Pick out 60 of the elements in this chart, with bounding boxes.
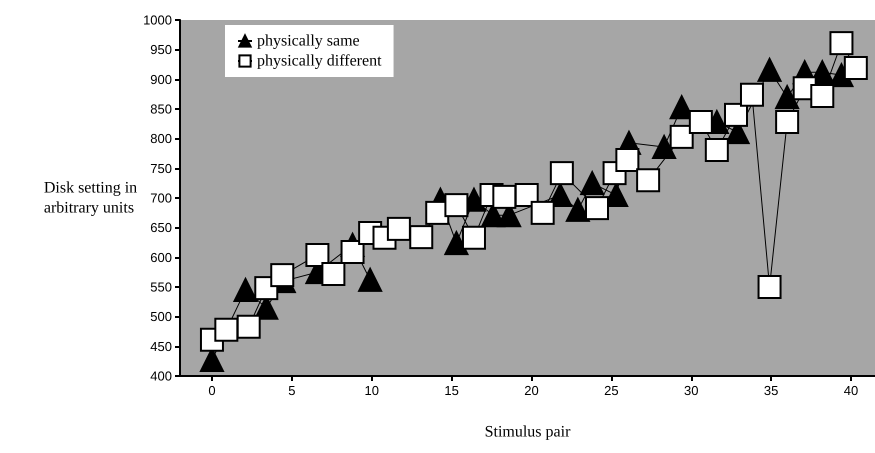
point [688, 110, 713, 134]
point [321, 262, 346, 286]
y-tick-label: 550 [150, 280, 172, 294]
y-tick-label: 450 [150, 338, 172, 354]
point [514, 183, 539, 208]
point [234, 278, 258, 302]
x-tick-label: 15 [444, 383, 459, 398]
point [670, 124, 694, 149]
legend-label: physically different [257, 52, 382, 70]
x-tick-label: 5 [288, 383, 296, 398]
x-tick-label: 10 [364, 383, 379, 398]
point [775, 85, 800, 110]
point [444, 231, 468, 256]
point [550, 161, 574, 186]
x-tick-label: 30 [684, 383, 698, 398]
y-tick-label: 750 [150, 160, 172, 176]
point [758, 275, 782, 299]
point [270, 263, 294, 288]
point [652, 134, 676, 159]
point [810, 84, 834, 108]
y-tick-label: 950 [150, 42, 172, 58]
point [758, 58, 782, 82]
x-tick-label: 0 [208, 383, 216, 398]
x-tick-label: 40 [844, 383, 858, 398]
legend-label: physically same [257, 32, 360, 50]
y-tick-label: 400 [150, 368, 172, 384]
y-tick-label: 500 [150, 309, 172, 324]
point [305, 242, 330, 267]
x-axis-title: Stimulus pair [484, 424, 572, 440]
x-tick-label: 25 [604, 383, 619, 398]
y-axis-title: Disk setting in arbitrary units [44, 180, 138, 216]
point [775, 110, 800, 134]
point [636, 168, 660, 192]
y-tick-label: 1000 [143, 12, 172, 28]
point [740, 82, 764, 107]
point [704, 138, 729, 162]
point [462, 226, 486, 250]
point [615, 148, 640, 172]
point [409, 225, 434, 250]
point [358, 268, 382, 292]
y-tick-label: 600 [150, 250, 172, 265]
point [492, 184, 516, 209]
point [829, 31, 854, 56]
point [566, 198, 590, 222]
point [844, 56, 868, 80]
y-tick-label: 800 [150, 131, 172, 146]
point [724, 102, 748, 127]
y-tick-label: 850 [150, 102, 172, 116]
x-tick-label: 35 [764, 383, 778, 398]
point [386, 216, 411, 241]
point [585, 196, 609, 220]
y-tick-label: 650 [150, 220, 172, 236]
point [236, 314, 261, 339]
point [444, 193, 468, 218]
x-tick-label: 20 [524, 383, 539, 398]
y-tick-label: 700 [150, 190, 172, 206]
y-tick-label: 900 [150, 72, 172, 87]
point [214, 318, 238, 342]
point [580, 171, 604, 196]
point [530, 200, 555, 225]
